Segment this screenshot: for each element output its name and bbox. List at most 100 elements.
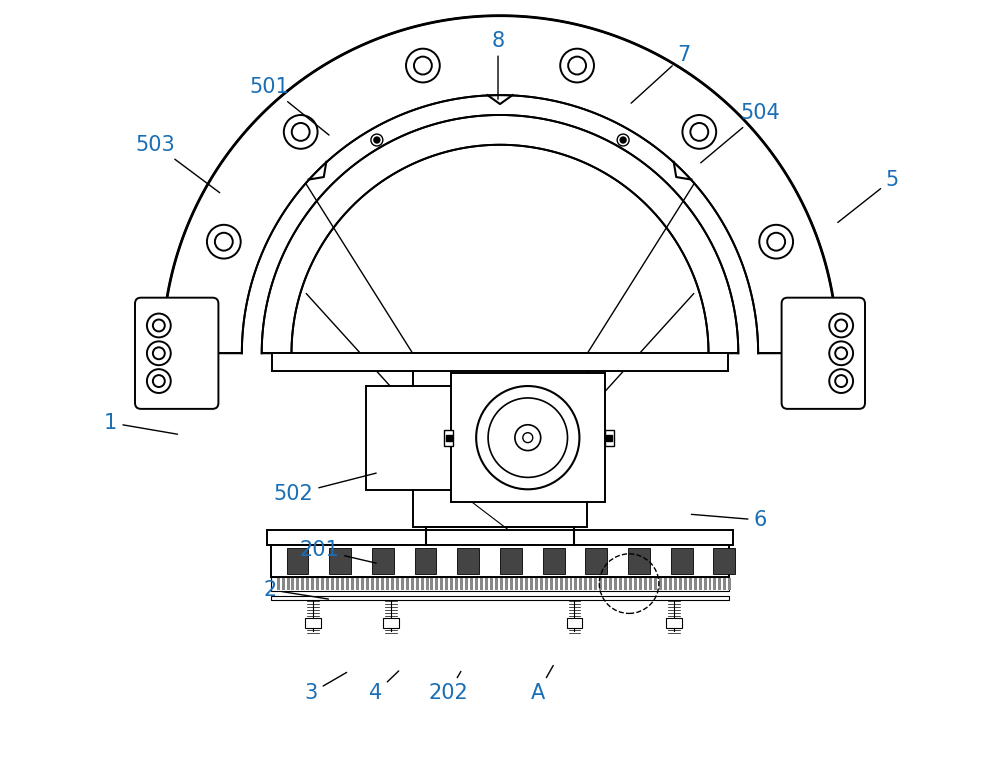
Bar — [684, 578, 687, 590]
Bar — [415, 548, 436, 574]
Text: 5: 5 — [838, 169, 899, 222]
Bar — [525, 578, 528, 590]
Bar — [416, 578, 419, 590]
Bar — [629, 578, 632, 590]
Bar — [699, 578, 702, 590]
Bar — [460, 578, 463, 590]
Bar — [444, 430, 453, 446]
Circle shape — [617, 134, 629, 146]
Bar — [435, 578, 438, 590]
Circle shape — [835, 348, 847, 359]
Text: 1: 1 — [104, 413, 178, 435]
Bar — [490, 578, 493, 590]
Circle shape — [414, 56, 432, 74]
Bar — [480, 578, 483, 590]
Circle shape — [153, 375, 165, 387]
Bar — [282, 578, 285, 590]
Bar — [160, 304, 190, 403]
Bar — [644, 578, 647, 590]
Bar — [709, 578, 711, 590]
Bar — [589, 578, 592, 590]
Bar — [723, 578, 726, 590]
Bar — [574, 578, 577, 590]
Bar — [287, 578, 290, 590]
Bar — [321, 578, 324, 590]
Bar — [291, 578, 294, 590]
Bar — [570, 578, 572, 590]
Bar — [594, 578, 597, 590]
Bar — [376, 578, 379, 590]
Bar — [605, 430, 614, 446]
Bar — [305, 619, 321, 628]
Bar — [624, 578, 627, 590]
Bar — [391, 578, 394, 590]
Text: 201: 201 — [299, 539, 376, 563]
Bar — [543, 548, 565, 574]
Bar — [455, 578, 458, 590]
Text: A: A — [531, 666, 553, 703]
Bar — [540, 578, 543, 590]
Text: 501: 501 — [250, 78, 329, 135]
Text: 504: 504 — [701, 103, 780, 163]
Bar — [383, 619, 399, 628]
Circle shape — [829, 313, 853, 337]
Bar — [451, 373, 605, 502]
Text: 7: 7 — [631, 45, 690, 103]
Circle shape — [835, 319, 847, 331]
Text: 3: 3 — [305, 673, 347, 703]
Polygon shape — [262, 115, 738, 353]
Bar — [413, 353, 587, 527]
Text: 8: 8 — [491, 31, 505, 99]
Text: 503: 503 — [136, 135, 220, 193]
Circle shape — [406, 49, 440, 82]
Bar — [666, 619, 682, 628]
Text: 4: 4 — [369, 671, 399, 703]
Bar — [271, 576, 729, 590]
Bar — [411, 578, 414, 590]
Text: 6: 6 — [691, 510, 767, 530]
Bar — [401, 578, 404, 590]
Circle shape — [835, 375, 847, 387]
Bar — [366, 578, 369, 590]
Bar — [567, 619, 582, 628]
Bar — [694, 578, 697, 590]
Bar — [520, 578, 523, 590]
Circle shape — [560, 49, 594, 82]
Circle shape — [690, 123, 708, 141]
Bar — [654, 578, 657, 590]
Circle shape — [147, 369, 171, 393]
Circle shape — [147, 313, 171, 337]
Bar — [674, 578, 677, 590]
Text: 202: 202 — [428, 671, 468, 703]
Circle shape — [829, 341, 853, 365]
Circle shape — [153, 348, 165, 359]
Bar — [671, 548, 693, 574]
Bar — [555, 578, 558, 590]
Bar — [500, 548, 522, 574]
Bar — [639, 578, 642, 590]
Bar — [485, 578, 488, 590]
Circle shape — [759, 225, 793, 258]
Bar — [713, 578, 716, 590]
Bar — [560, 578, 563, 590]
Bar — [426, 578, 429, 590]
Bar — [381, 578, 384, 590]
Bar — [619, 578, 622, 590]
Bar — [341, 578, 344, 590]
Bar — [609, 578, 612, 590]
Circle shape — [620, 137, 626, 143]
Bar — [366, 385, 456, 490]
Bar — [316, 578, 319, 590]
Bar — [296, 578, 299, 590]
Bar — [326, 578, 329, 590]
Bar — [346, 578, 349, 590]
Circle shape — [476, 386, 579, 489]
Bar — [495, 578, 498, 590]
Bar — [465, 578, 468, 590]
Bar — [530, 578, 533, 590]
Bar — [599, 578, 602, 590]
Bar — [386, 578, 389, 590]
Bar — [614, 578, 617, 590]
Bar — [271, 545, 729, 576]
Bar — [329, 548, 351, 574]
